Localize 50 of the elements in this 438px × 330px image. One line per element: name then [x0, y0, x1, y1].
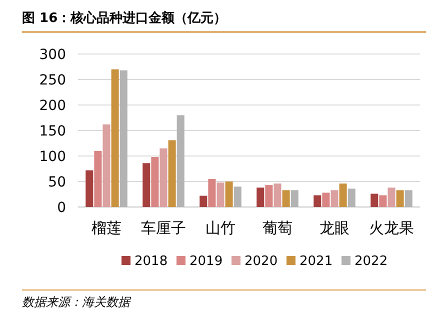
- bar: [339, 184, 347, 207]
- y-tick-label: 250: [39, 72, 66, 88]
- bar: [200, 196, 208, 207]
- y-tick-label: 200: [39, 98, 66, 114]
- bar: [216, 182, 224, 207]
- bar: [151, 157, 159, 207]
- y-tick-label: 150: [39, 124, 66, 140]
- title: 图 16：核心品种进口金额（亿元）: [22, 11, 227, 26]
- legend-label: 2022: [354, 254, 388, 269]
- y-tick-label: 0: [57, 200, 66, 216]
- bar: [370, 194, 378, 207]
- bar: [234, 186, 242, 207]
- bar: [348, 188, 356, 207]
- bar: [274, 184, 282, 207]
- x-tick-label: 山竹: [206, 219, 236, 237]
- bar: [265, 185, 273, 207]
- bar: [290, 190, 298, 207]
- x-tick-label: 榴莲: [92, 219, 122, 237]
- legend-label: 2019: [190, 254, 223, 269]
- x-tick-label: 火龙果: [369, 219, 414, 237]
- bar: [225, 182, 233, 207]
- bar: [208, 178, 216, 207]
- bar: [322, 192, 330, 207]
- bar: [396, 190, 404, 207]
- bar: [94, 150, 102, 207]
- bar: [102, 124, 110, 207]
- bar: [86, 170, 94, 207]
- legend-label: 2020: [244, 254, 278, 269]
- bar: [256, 188, 264, 207]
- legend-label: 2021: [300, 254, 333, 269]
- x-tick-label: 龙眼: [320, 219, 350, 237]
- x-tick-label: 葡萄: [262, 219, 292, 237]
- bar: [330, 190, 338, 207]
- bar: [314, 195, 322, 207]
- y-tick-label: 300: [39, 47, 66, 63]
- bar: [404, 190, 412, 207]
- x-tick-label: 车厘子: [141, 219, 186, 237]
- y-tick-label: 50: [48, 174, 66, 190]
- bar: [379, 195, 387, 207]
- bar: [176, 115, 184, 207]
- legend-label: 2018: [134, 254, 168, 269]
- bar: [282, 190, 290, 207]
- bar: [142, 163, 150, 207]
- bar: [111, 69, 119, 207]
- y-tick-label: 100: [39, 149, 66, 165]
- source-note: 数据来源：海关数据: [22, 295, 132, 309]
- bar: [168, 140, 176, 207]
- bar: [160, 148, 168, 207]
- bar: [388, 188, 396, 207]
- bar: [120, 70, 128, 207]
